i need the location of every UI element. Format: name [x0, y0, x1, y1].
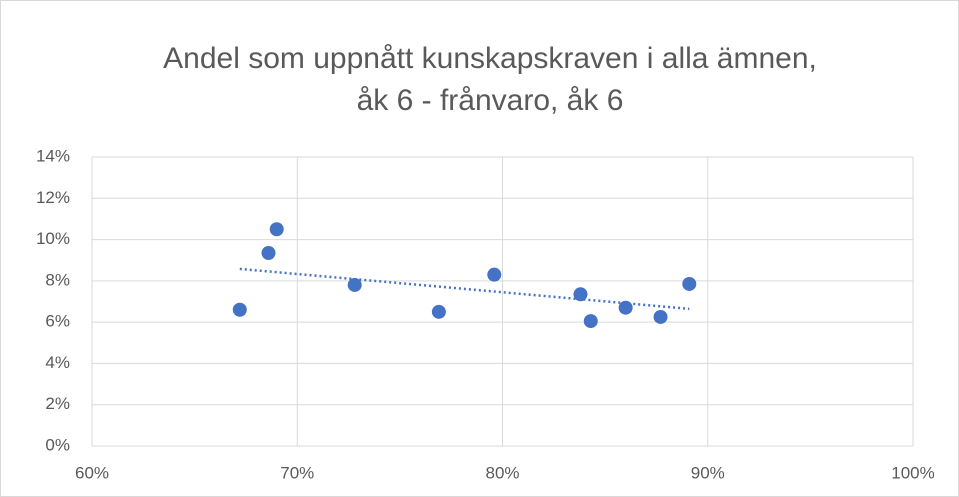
- y-tick-label: 0%: [45, 435, 70, 454]
- chart-title: åk 6 - frånvaro, åk 6: [357, 84, 624, 117]
- x-tick-label: 80%: [485, 463, 519, 482]
- y-tick-label: 2%: [45, 394, 70, 413]
- x-tick-label: 90%: [691, 463, 725, 482]
- y-tick-label: 10%: [36, 229, 70, 248]
- y-tick-label: 6%: [45, 312, 70, 331]
- trendline: [239, 267, 690, 311]
- point: [618, 300, 633, 315]
- y-tick-label: 12%: [36, 188, 70, 207]
- point: [232, 302, 247, 317]
- point: [261, 245, 276, 260]
- y-tick-label: 14%: [36, 146, 70, 165]
- point: [269, 222, 284, 237]
- x-tick-label: 70%: [280, 463, 314, 482]
- x-tick-label: 100%: [891, 463, 934, 482]
- x-tick-label: 60%: [75, 463, 109, 482]
- point: [347, 277, 362, 292]
- point: [682, 276, 697, 291]
- point: [573, 287, 588, 302]
- point: [431, 304, 446, 319]
- chart-title: Andel som uppnått kunskapskraven i alla …: [163, 42, 817, 75]
- point: [583, 314, 598, 329]
- point: [653, 309, 668, 324]
- point: [487, 267, 502, 282]
- y-tick-label: 8%: [45, 270, 70, 289]
- y-tick-label: 4%: [45, 353, 70, 372]
